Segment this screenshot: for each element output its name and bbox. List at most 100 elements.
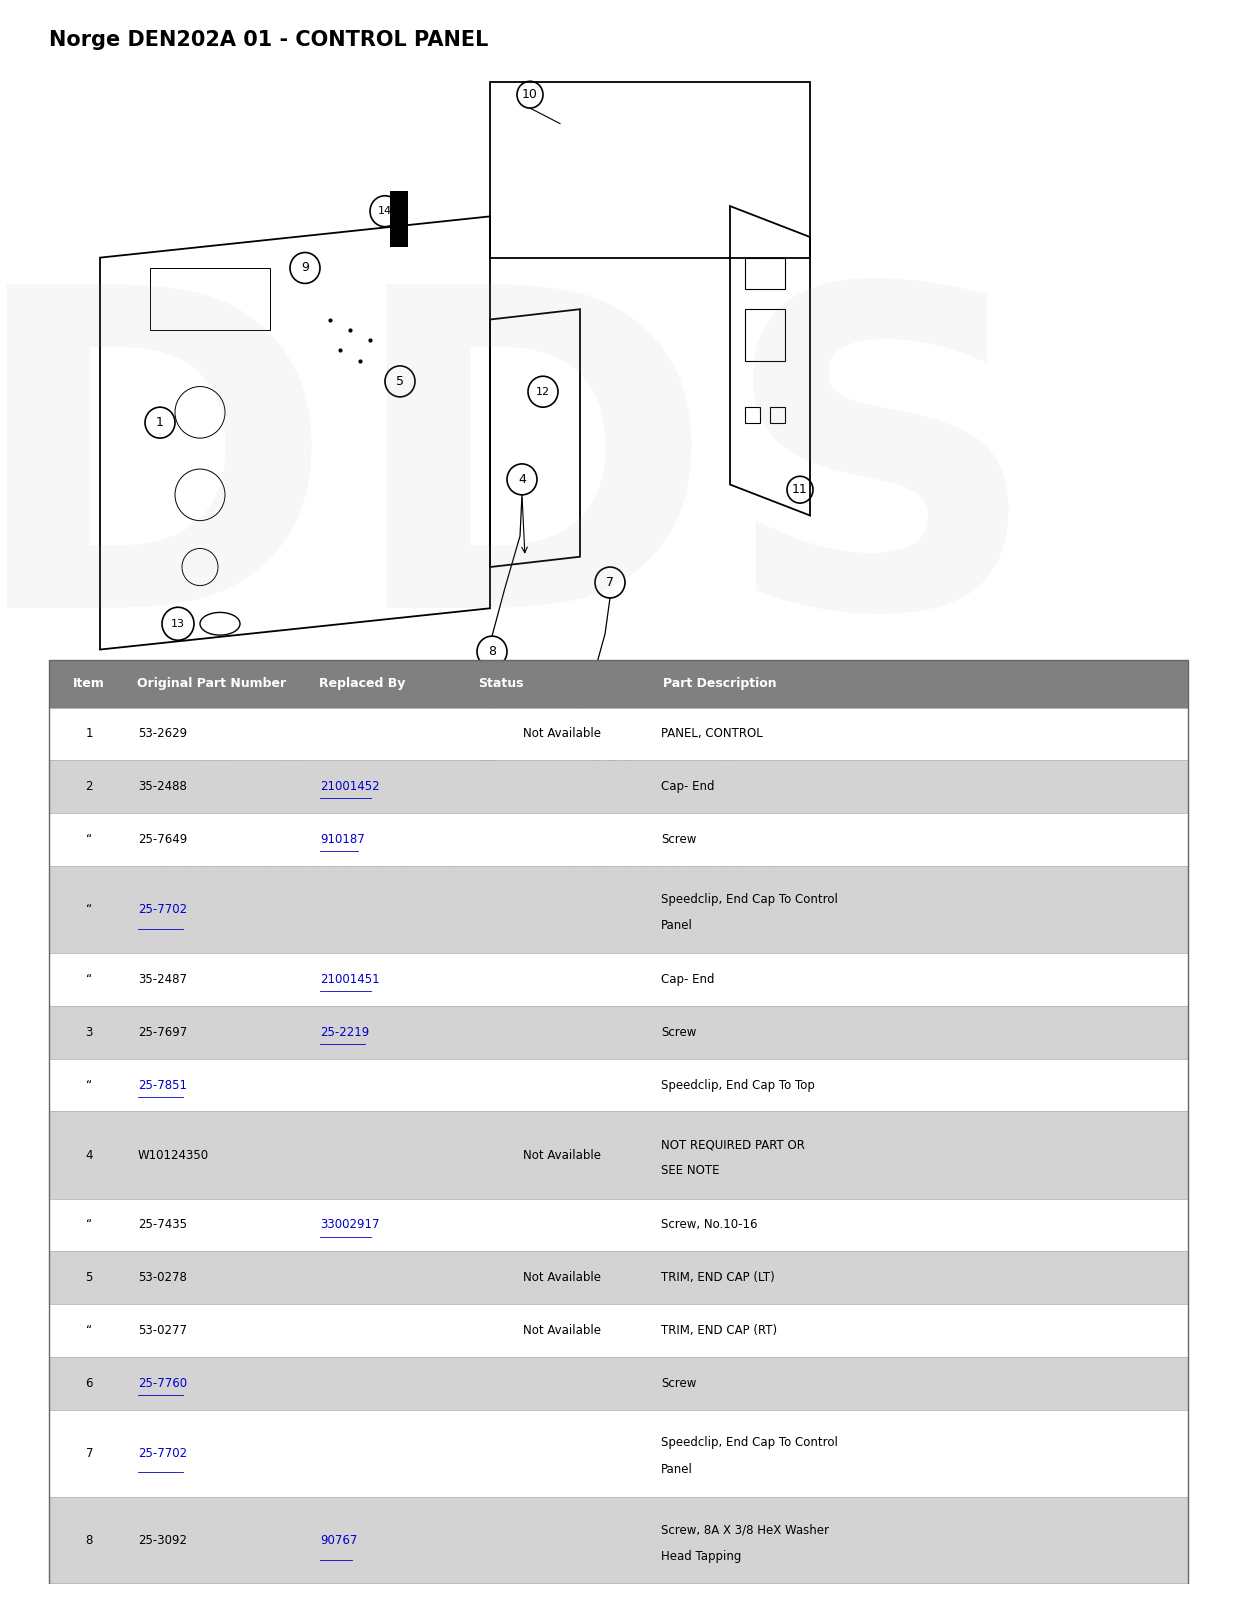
Text: NOT REQUIRED PART OR: NOT REQUIRED PART OR — [662, 1138, 805, 1150]
Text: company: company — [539, 733, 821, 792]
Text: 21001451: 21001451 — [320, 973, 380, 986]
Text: Screw, 8A X 3/8 HeX Washer: Screw, 8A X 3/8 HeX Washer — [662, 1523, 829, 1536]
Text: 25-7435: 25-7435 — [137, 1219, 187, 1232]
Text: ®: ® — [826, 850, 854, 877]
Text: Item: Item — [73, 677, 105, 690]
Text: 25-3092: 25-3092 — [137, 1534, 187, 1547]
Text: 1: 1 — [85, 728, 93, 741]
FancyBboxPatch shape — [49, 1304, 1188, 1357]
Text: “: “ — [87, 973, 93, 986]
Text: Cap- End: Cap- End — [662, 973, 715, 986]
Text: 25-7702: 25-7702 — [137, 1446, 187, 1459]
Text: 25-7851: 25-7851 — [137, 1078, 187, 1091]
Text: 53-0277: 53-0277 — [137, 1325, 187, 1338]
Text: Part Description: Part Description — [663, 677, 776, 690]
Text: 5: 5 — [396, 374, 404, 387]
Text: Screw: Screw — [662, 834, 696, 846]
FancyBboxPatch shape — [49, 954, 1188, 1006]
Text: 9: 9 — [301, 261, 309, 275]
Text: Screw: Screw — [662, 1378, 696, 1390]
Text: 7: 7 — [606, 576, 614, 589]
FancyBboxPatch shape — [49, 1198, 1188, 1251]
FancyBboxPatch shape — [49, 866, 1188, 954]
Text: Status: Status — [477, 677, 523, 690]
Text: 1: 1 — [156, 416, 165, 429]
Text: 3: 3 — [85, 1026, 93, 1038]
Text: Original Part Number: Original Part Number — [136, 677, 286, 690]
Text: TRIM, END CAP (RT): TRIM, END CAP (RT) — [662, 1325, 777, 1338]
Text: Screw: Screw — [662, 1026, 696, 1038]
Text: 5: 5 — [85, 1272, 93, 1285]
FancyBboxPatch shape — [49, 760, 1188, 813]
Text: 3: 3 — [609, 752, 617, 765]
FancyBboxPatch shape — [49, 1059, 1188, 1112]
Text: 6: 6 — [85, 1378, 93, 1390]
Text: “: “ — [87, 1219, 93, 1232]
Text: 4: 4 — [518, 474, 526, 486]
Text: 53-0278: 53-0278 — [137, 1272, 187, 1285]
Text: the laundry: the laundry — [134, 733, 486, 792]
Text: the laundry: the laundry — [158, 840, 461, 893]
Text: Head Tapping: Head Tapping — [662, 1550, 742, 1563]
Text: “: “ — [87, 834, 93, 846]
Text: 90767: 90767 — [320, 1534, 357, 1547]
Text: 35-2488: 35-2488 — [137, 781, 187, 794]
Text: 10: 10 — [522, 88, 538, 101]
Text: 25-7702: 25-7702 — [137, 902, 187, 915]
Text: 53-2629: 53-2629 — [137, 728, 187, 741]
FancyBboxPatch shape — [49, 1251, 1188, 1304]
Text: 7: 7 — [85, 1446, 93, 1459]
Bar — [745, 309, 785, 360]
Bar — [745, 406, 760, 422]
Text: ®: ® — [855, 744, 886, 773]
Text: 14: 14 — [379, 206, 392, 216]
Bar — [745, 258, 785, 288]
Text: PANEL, CONTROL: PANEL, CONTROL — [662, 728, 763, 741]
Text: Speedclip, End Cap To Top: Speedclip, End Cap To Top — [662, 1078, 815, 1091]
Text: 2: 2 — [576, 678, 584, 693]
Text: “: “ — [87, 1078, 93, 1091]
Text: Not Available: Not Available — [522, 1272, 601, 1285]
Text: 2: 2 — [85, 781, 93, 794]
Bar — [150, 267, 270, 330]
Text: 8: 8 — [85, 1534, 93, 1547]
Text: 6: 6 — [484, 770, 492, 782]
FancyBboxPatch shape — [49, 1006, 1188, 1059]
Text: 910187: 910187 — [320, 834, 365, 846]
Bar — [769, 406, 785, 422]
Text: Speedclip, End Cap To Control: Speedclip, End Cap To Control — [662, 1437, 839, 1450]
Text: TRIM, END CAP (LT): TRIM, END CAP (LT) — [662, 1272, 776, 1285]
Bar — [390, 190, 408, 248]
Text: S: S — [720, 269, 1040, 699]
Text: D: D — [0, 269, 334, 699]
FancyBboxPatch shape — [49, 707, 1188, 760]
Text: Screw, No.10-16: Screw, No.10-16 — [662, 1219, 758, 1232]
Text: 33002917: 33002917 — [320, 1219, 380, 1232]
Text: Not Available: Not Available — [522, 1325, 601, 1338]
Text: 21001452: 21001452 — [320, 781, 380, 794]
Text: Not Available: Not Available — [522, 728, 601, 741]
Text: Speedclip, End Cap To Control: Speedclip, End Cap To Control — [662, 893, 839, 906]
Text: 12: 12 — [536, 387, 550, 397]
Text: Norge DEN202A 01 - CONTROL PANEL: Norge DEN202A 01 - CONTROL PANEL — [49, 29, 489, 50]
FancyBboxPatch shape — [49, 813, 1188, 866]
FancyBboxPatch shape — [49, 1498, 1188, 1584]
Text: 13: 13 — [171, 619, 186, 629]
FancyBboxPatch shape — [49, 1410, 1188, 1498]
FancyBboxPatch shape — [49, 1112, 1188, 1198]
Text: Panel: Panel — [662, 1462, 693, 1475]
Text: 25-7697: 25-7697 — [137, 1026, 187, 1038]
Text: Not Available: Not Available — [522, 1149, 601, 1162]
Text: Click on the part number to view part: Click on the part number to view part — [492, 965, 745, 978]
Text: 8: 8 — [489, 645, 496, 658]
Text: Norge Residential Norge DEN202A Dryer Parts Parts Diagram 01 - CONTROL PANEL: Norge Residential Norge DEN202A Dryer Pa… — [343, 931, 894, 946]
Text: “: “ — [87, 902, 93, 915]
FancyBboxPatch shape — [49, 659, 1188, 707]
FancyBboxPatch shape — [49, 1357, 1188, 1410]
Text: 25-2219: 25-2219 — [320, 1026, 369, 1038]
Text: “: “ — [87, 1325, 93, 1338]
Text: 4: 4 — [85, 1149, 93, 1162]
Text: D: D — [345, 269, 715, 699]
Text: Panel: Panel — [662, 918, 693, 931]
Text: Cap- End: Cap- End — [662, 781, 715, 794]
